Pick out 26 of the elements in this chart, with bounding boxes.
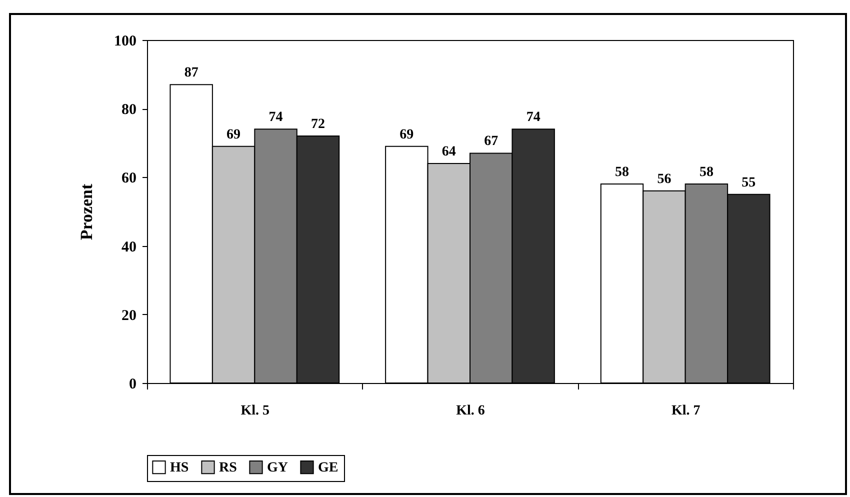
data-label: 58 (699, 165, 714, 180)
y-tick-label: 100 (114, 34, 136, 50)
y-tick-label: 60 (122, 170, 136, 187)
legend-label: GE (318, 460, 338, 476)
y-tick-label: 20 (122, 308, 136, 324)
legend-label: RS (219, 460, 238, 476)
x-tick-label: Kl. 5 (240, 404, 270, 418)
data-label: 74 (268, 110, 283, 126)
data-label: 69 (226, 127, 241, 142)
y-tick-label: 40 (122, 239, 136, 256)
data-label: 58 (615, 165, 629, 180)
data-label: 72 (311, 117, 325, 132)
x-tick-label: Kl. 7 (671, 404, 700, 418)
data-label: 55 (742, 175, 756, 190)
data-label: 69 (400, 127, 414, 142)
y-axis-title: Prozent (77, 184, 96, 240)
y-tick-label: 0 (129, 376, 136, 392)
data-label: 64 (442, 144, 456, 160)
legend-label: HS (170, 460, 189, 476)
x-tick-label: Kl. 6 (456, 404, 485, 418)
data-label: 56 (657, 172, 672, 187)
legend-label: GY (267, 460, 288, 476)
data-label: 74 (526, 110, 540, 126)
data-label: 67 (484, 134, 498, 150)
y-tick-label: 80 (122, 102, 136, 118)
data-label: 87 (184, 66, 198, 81)
